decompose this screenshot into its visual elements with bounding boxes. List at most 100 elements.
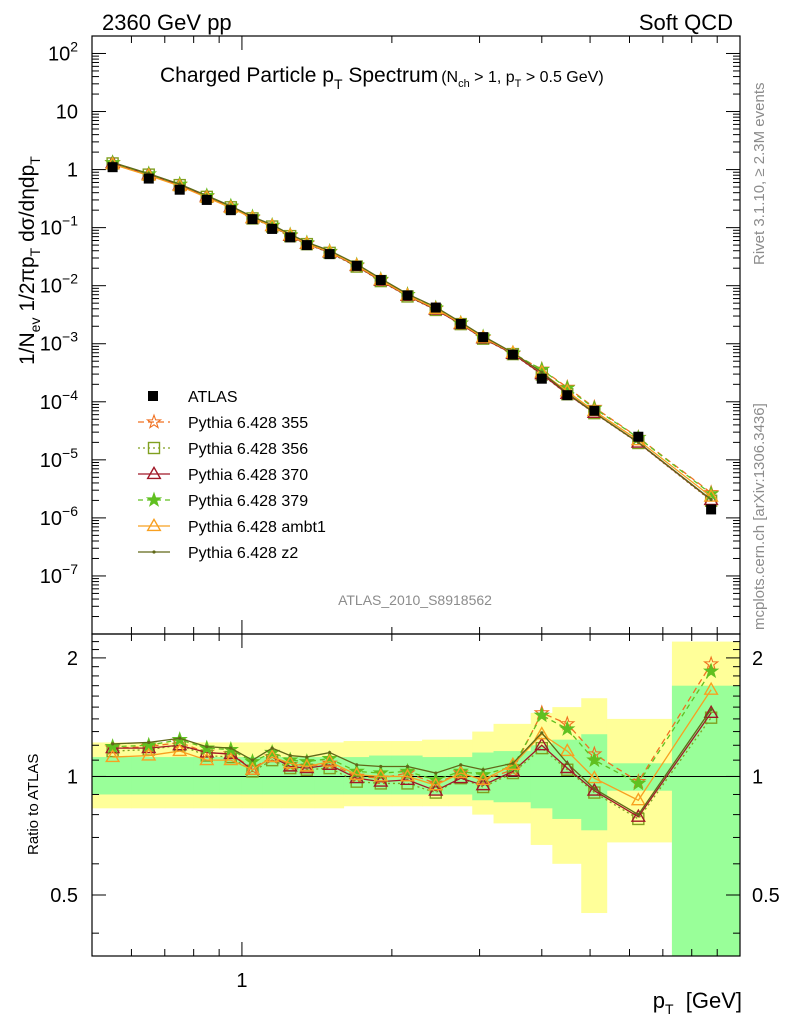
ratio-line bbox=[112, 717, 712, 820]
y-tick-label: 10−1 bbox=[40, 213, 78, 240]
legend-label: Pythia 6.428 370 bbox=[188, 467, 308, 484]
y-axis-label-main: 1/Nev 1/2πpT dσ/dηdpT bbox=[16, 156, 43, 365]
ratio-point bbox=[540, 731, 544, 735]
atlas-data-point bbox=[267, 223, 278, 234]
atlas-data-point bbox=[402, 290, 413, 301]
legend-entry: Pythia 6.428 z2 bbox=[138, 545, 298, 562]
stat-uncertainty-band bbox=[92, 757, 132, 795]
atlas-data-point bbox=[455, 318, 466, 329]
ratio-point bbox=[355, 763, 359, 767]
ratio-bands bbox=[92, 641, 741, 956]
header-right: Soft QCD bbox=[639, 10, 733, 35]
ratio-point bbox=[399, 768, 416, 782]
atlas-data-point bbox=[324, 249, 335, 260]
ratio-panel: 1 0.5 0.5 1 1 2 2 bbox=[50, 633, 780, 992]
mc-line bbox=[112, 161, 712, 501]
ratio-point bbox=[147, 740, 151, 745]
ratio-point bbox=[178, 736, 182, 740]
y-tick-label: 0.5 bbox=[50, 885, 78, 907]
ratio-point bbox=[229, 746, 233, 750]
ratio-point bbox=[459, 763, 463, 767]
legend-marker bbox=[148, 391, 158, 401]
legend-entry: Pythia 6.428 379 bbox=[138, 491, 308, 510]
atlas-data-point bbox=[351, 260, 362, 271]
ratio-line bbox=[112, 709, 712, 816]
ratio-point bbox=[299, 758, 315, 772]
legend-label: Pythia 6.428 z2 bbox=[188, 545, 298, 562]
ratio-point bbox=[630, 808, 646, 822]
ratio-line bbox=[112, 663, 712, 785]
ratio-point bbox=[141, 747, 157, 761]
ratio-point bbox=[322, 753, 338, 767]
legend: ATLAS Pythia 6.428 355 Pythia 6.428 356 Pyt… bbox=[138, 389, 326, 562]
ratio-point bbox=[288, 753, 292, 758]
atlas-data-point bbox=[430, 302, 441, 313]
stat-uncertainty-band bbox=[219, 757, 243, 795]
atlas-data-point bbox=[225, 205, 236, 216]
atlas-data-point bbox=[247, 214, 258, 225]
y-tick-label: 10−4 bbox=[40, 387, 78, 414]
ratio-point bbox=[405, 764, 410, 769]
ratio-point bbox=[199, 752, 215, 766]
ratio-point bbox=[111, 742, 115, 746]
main-y-ticks: 102 10 1 10−1 10−2 10−3 10−4 10−5 10−6 10−7 bbox=[40, 35, 740, 635]
header-left: 2360 GeV pp bbox=[102, 10, 232, 35]
mc-point bbox=[702, 485, 720, 501]
legend-marker bbox=[147, 441, 161, 455]
atlas-data-point bbox=[301, 240, 312, 251]
rivet-label: Rivet 3.1.10, ≥ 2.3M events bbox=[751, 83, 768, 266]
ratio-point bbox=[586, 751, 603, 768]
atlas-data-point bbox=[143, 173, 154, 184]
ratio-point bbox=[534, 737, 550, 751]
ratio-point bbox=[428, 777, 444, 791]
ratio-x-ticks: 1 bbox=[91, 634, 718, 992]
atlas-data-point bbox=[375, 275, 386, 286]
ratio-point bbox=[270, 746, 274, 750]
ratio-point bbox=[453, 765, 469, 779]
stat-uncertainty-band bbox=[131, 757, 166, 795]
legend-entry: Pythia 6.428 356 bbox=[138, 441, 308, 458]
ratio-point bbox=[559, 743, 575, 757]
legend-entry-atlas: ATLAS bbox=[148, 389, 238, 406]
analysis-label: ATLAS_2010_S8918562 bbox=[338, 592, 492, 608]
ratio-line bbox=[112, 670, 712, 785]
ratio-point bbox=[349, 770, 365, 784]
atlas-data-point bbox=[201, 194, 212, 205]
legend-label: Pythia 6.428 356 bbox=[188, 441, 308, 458]
legend-label: ATLAS bbox=[188, 389, 238, 406]
ratio-point bbox=[244, 761, 261, 775]
ratio-point bbox=[592, 787, 596, 791]
legend-label: Pythia 6.428 355 bbox=[188, 415, 308, 432]
ratio-point bbox=[475, 771, 491, 786]
atlas-data-point bbox=[507, 349, 518, 360]
y-tick-label: 1 bbox=[67, 160, 78, 182]
ratio-point bbox=[399, 771, 416, 786]
y-tick-label: 0.5 bbox=[752, 885, 780, 907]
ratio-point bbox=[709, 707, 713, 712]
ratio-point bbox=[702, 662, 720, 679]
legend-entry: Pythia 6.428 ambt1 bbox=[138, 517, 326, 536]
ratio-point bbox=[703, 681, 719, 695]
ratio-point bbox=[250, 758, 255, 762]
ratio-line bbox=[112, 689, 712, 802]
ratio-point bbox=[434, 771, 438, 775]
ratio-point bbox=[511, 761, 515, 765]
y-tick-label: 10−7 bbox=[40, 561, 78, 588]
ratio-point bbox=[559, 720, 576, 736]
ratio-point bbox=[636, 813, 640, 817]
ratio-point bbox=[264, 749, 280, 763]
stat-uncertainty-band bbox=[552, 739, 582, 819]
legend-entry: Pythia 6.428 370 bbox=[138, 465, 308, 484]
legend-marker bbox=[146, 465, 162, 480]
ratio-point bbox=[630, 774, 647, 791]
ratio-point bbox=[427, 774, 444, 791]
main-x-ticks bbox=[91, 36, 718, 634]
y-tick-label: 102 bbox=[48, 38, 78, 65]
legend-label: Pythia 6.428 ambt1 bbox=[188, 519, 326, 536]
legend-marker bbox=[152, 550, 156, 554]
ratio-point bbox=[481, 768, 485, 772]
x-tick-label: 1 bbox=[236, 970, 247, 992]
ratio-point bbox=[586, 770, 602, 784]
ratio-series bbox=[104, 655, 720, 826]
